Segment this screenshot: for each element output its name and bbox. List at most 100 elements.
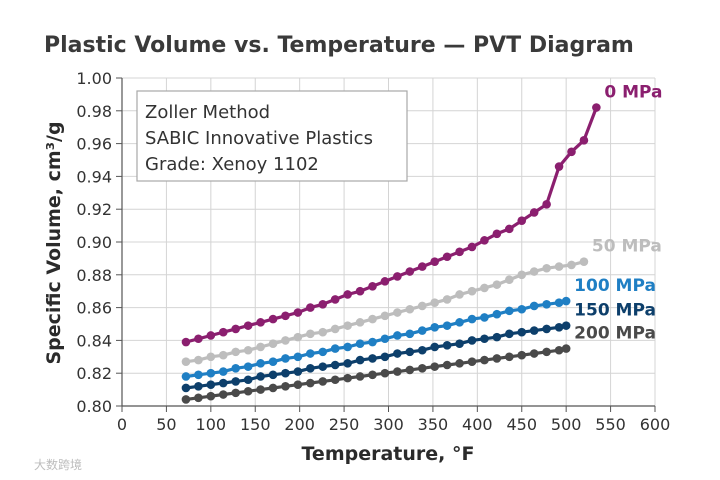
x-tick-label: 200 [284,415,315,434]
data-point [492,332,502,342]
data-point [480,283,489,293]
data-point [256,359,265,368]
data-point [256,385,265,394]
data-point [181,395,191,404]
data-point [330,295,340,304]
data-point [281,368,290,378]
data-point [417,262,427,271]
data-point [318,377,328,386]
series-label: 150 MPa [574,301,656,321]
data-point [355,355,365,365]
data-point [455,359,464,368]
x-tick-label: 50 [156,415,176,434]
data-point [380,277,390,286]
series-label: 50 MPa [592,237,662,257]
data-point [430,298,439,307]
data-point [492,354,502,363]
data-point [206,380,216,389]
data-point [194,334,203,344]
x-tick-label: 250 [329,415,360,434]
note-box-frame [136,90,408,182]
data-point [542,347,551,357]
data-point [306,303,315,312]
data-point [206,331,216,340]
data-point [405,347,415,357]
series-150-mpa [181,321,571,393]
x-tick-label: 300 [373,415,404,434]
data-point [194,382,203,391]
y-axis-title: Specific Volume, cm³/g [43,121,65,364]
data-point [306,363,315,373]
data-point [318,347,328,357]
data-point [218,327,228,337]
data-point [218,378,228,388]
data-point [430,322,439,332]
data-point [554,262,564,271]
data-point [554,298,564,307]
data-point [517,350,527,360]
data-point [330,360,340,370]
data-point [455,290,464,299]
data-point [281,382,290,391]
data-point [480,334,489,344]
x-tick-label: 0 [117,415,127,434]
data-point [231,377,241,386]
data-point [542,324,551,334]
data-point [529,208,539,217]
data-point [561,344,571,353]
data-point [318,362,328,371]
data-point [256,372,265,381]
y-tick-label: 0.80 [76,397,112,416]
chart-title: Plastic Volume vs. Temperature — PVT Dia… [44,33,634,58]
data-point [293,352,303,362]
data-point [343,321,352,330]
y-tick-label: 0.88 [76,266,112,285]
data-point [405,329,415,339]
data-point [206,391,216,401]
axes: 0 50 100 150 200 250 300 350 400 450 500 550 600 0.80… [76,69,670,434]
data-point [592,103,601,112]
data-point [529,301,539,311]
data-point [243,345,253,355]
data-point [417,326,427,335]
series-0-mpa [181,103,601,347]
data-point [393,349,402,358]
data-point [206,368,216,378]
y-tick-label: 0.84 [76,331,112,350]
data-point [218,350,228,360]
data-point [368,337,377,347]
data-point [542,263,551,273]
data-point [206,352,216,362]
y-tick-label: 0.98 [76,102,112,121]
data-point [505,224,514,234]
data-point [181,357,191,367]
data-point [293,332,303,342]
series-200-mpa [181,344,571,404]
data-point [181,337,191,347]
data-point [455,247,464,257]
data-point [355,286,365,296]
data-point [430,342,439,352]
data-point [529,326,539,335]
series-group [181,103,601,404]
data-point [467,314,477,324]
data-point [405,267,415,276]
data-point [380,311,390,321]
y-tick-label: 0.96 [76,135,112,154]
data-point [306,329,315,339]
data-point [517,327,527,337]
note-line-1: Zoller Method [145,102,270,123]
data-point [505,329,514,339]
data-point [243,321,253,330]
data-point [492,280,502,289]
data-point [442,321,452,330]
x-tick-label: 450 [506,415,537,434]
data-point [567,260,576,270]
data-point [231,388,241,398]
data-point [355,318,365,327]
data-point [330,324,340,334]
watermark: 大数跨境 [34,457,82,472]
data-point [243,386,253,396]
data-point [579,257,589,266]
y-tick-label: 0.90 [76,233,112,252]
